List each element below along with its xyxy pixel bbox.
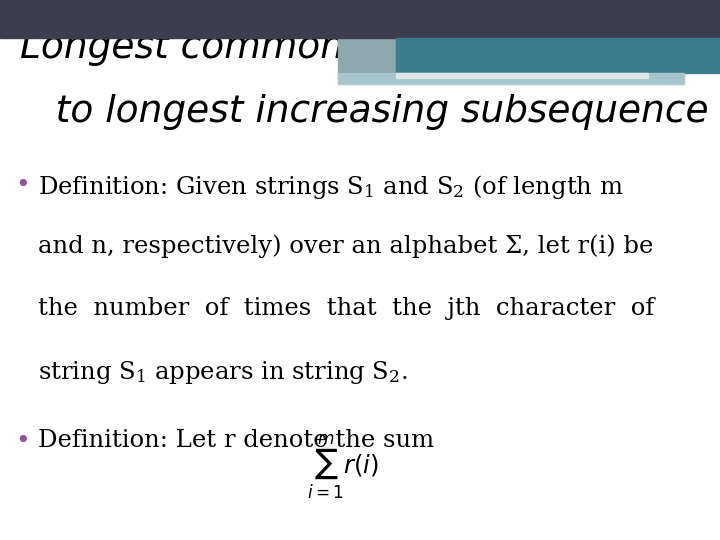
Text: $\sum_{i=1}^{m} r(i)$: $\sum_{i=1}^{m} r(i)$ xyxy=(307,432,379,501)
Text: the  number  of  times  that  the  jth  character  of: the number of times that the jth charact… xyxy=(38,297,654,320)
Text: •: • xyxy=(15,429,30,453)
Text: Definition: Let r denote the sum: Definition: Let r denote the sum xyxy=(38,429,434,453)
Text: and n, respectively) over an alphabet Σ, let r(i) be: and n, respectively) over an alphabet Σ,… xyxy=(38,235,654,259)
Text: Longest common subsequence reduces: Longest common subsequence reduces xyxy=(20,30,720,66)
Text: Definition: Given strings $\mathregular{S_1}$ and $\mathregular{S_2}$ (of length: Definition: Given strings $\mathregular{… xyxy=(38,173,624,201)
Text: •: • xyxy=(15,173,30,197)
Text: to longest increasing subsequence: to longest increasing subsequence xyxy=(20,94,709,131)
Text: string $\mathregular{S_1}$ appears in string $\mathregular{S_2}$.: string $\mathregular{S_1}$ appears in st… xyxy=(38,359,408,386)
